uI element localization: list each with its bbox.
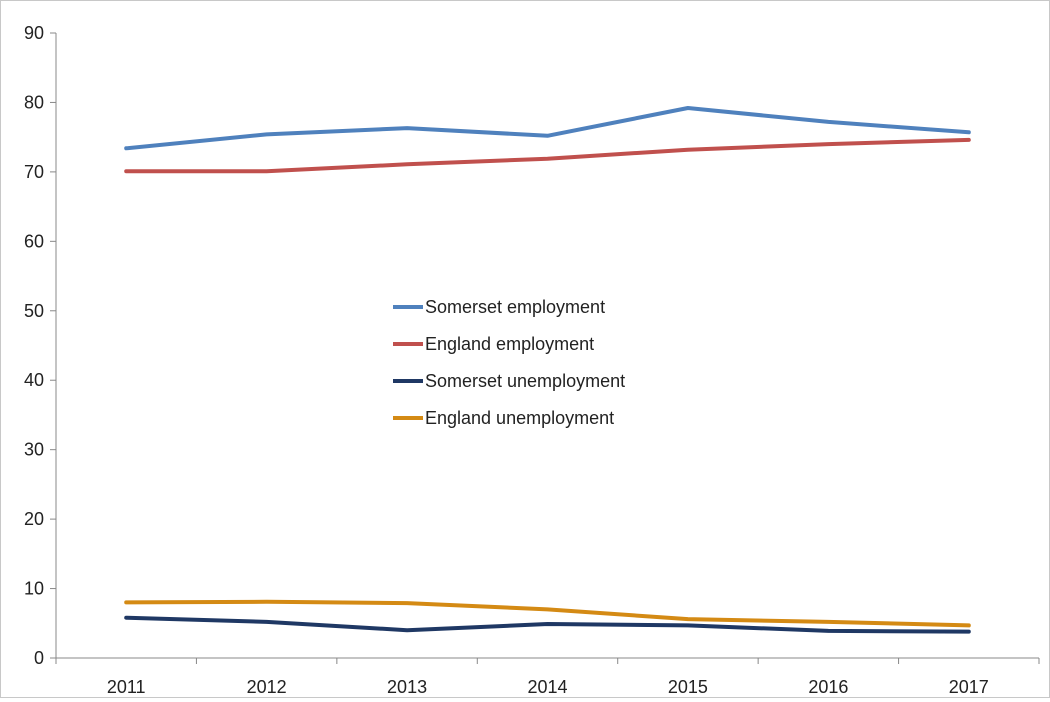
y-tick-label: 30 [24, 440, 44, 460]
y-tick-label: 20 [24, 509, 44, 529]
legend-label: Somerset employment [425, 297, 605, 317]
y-tick-label: 0 [34, 648, 44, 668]
legend-label: Somerset unemployment [425, 371, 625, 391]
y-tick-label: 80 [24, 92, 44, 112]
series-line [124, 599, 971, 628]
x-tick-label: 2015 [668, 677, 708, 697]
y-tick-label: 90 [24, 23, 44, 43]
y-tick-label: 70 [24, 162, 44, 182]
y-tick-label: 60 [24, 231, 44, 251]
y-tick-label: 50 [24, 301, 44, 321]
series-line [124, 137, 971, 174]
x-tick-label: 2014 [527, 677, 567, 697]
legend: Somerset employment England employment Som… [393, 297, 625, 428]
axes: 0 10 20 30 40 50 60 70 80 90 2011 2012 2013 2014 2015 2… [24, 23, 1040, 697]
series-line [124, 106, 971, 151]
legend-label: England employment [425, 334, 594, 354]
legend-label: England unemployment [425, 408, 614, 428]
x-tick-label: 2017 [949, 677, 989, 697]
series-lines [124, 106, 971, 634]
x-tick-label: 2013 [387, 677, 427, 697]
x-tick-label: 2016 [808, 677, 848, 697]
x-tick-label: 2012 [247, 677, 287, 697]
y-tick-label: 10 [24, 579, 44, 599]
series-line [124, 615, 971, 634]
x-tick-label: 2011 [107, 677, 146, 697]
y-tick-label: 40 [24, 370, 44, 390]
